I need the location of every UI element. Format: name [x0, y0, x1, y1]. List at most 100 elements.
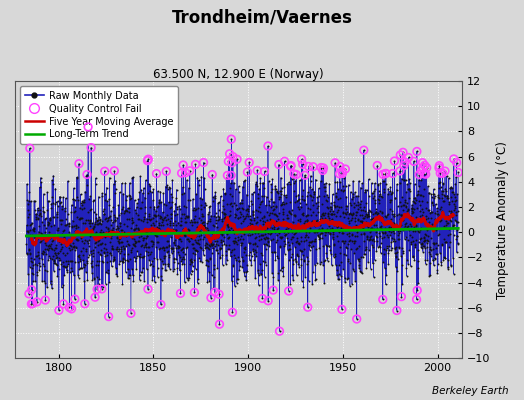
Point — [329, 208, 337, 214]
Point — [259, 218, 267, 224]
Point — [265, 243, 274, 250]
Point — [419, 164, 427, 171]
Point — [88, 263, 96, 270]
Point — [42, 251, 51, 258]
Point — [416, 208, 424, 214]
Point — [299, 161, 307, 168]
Point — [356, 218, 364, 225]
Point — [261, 202, 270, 208]
Point — [122, 197, 130, 203]
Point — [269, 287, 277, 293]
Point — [440, 198, 448, 204]
Point — [44, 243, 52, 249]
Point — [52, 245, 60, 251]
Point — [245, 240, 253, 246]
Point — [286, 246, 294, 252]
Point — [156, 188, 165, 195]
Point — [345, 225, 354, 232]
Point — [276, 266, 284, 273]
Point — [439, 188, 447, 194]
Point — [69, 244, 78, 250]
Point — [428, 200, 436, 206]
Point — [407, 241, 416, 248]
Point — [387, 216, 395, 223]
Point — [374, 210, 382, 216]
Point — [310, 191, 319, 198]
Point — [275, 161, 283, 168]
Point — [253, 243, 261, 250]
Point — [295, 264, 303, 270]
Point — [261, 218, 270, 225]
Point — [242, 269, 250, 275]
Point — [335, 171, 344, 177]
Point — [275, 220, 283, 226]
Point — [202, 224, 211, 231]
Point — [347, 217, 355, 223]
Point — [353, 316, 361, 322]
Point — [420, 170, 428, 177]
Point — [155, 200, 163, 206]
Point — [133, 253, 141, 259]
Point — [128, 266, 136, 272]
Point — [30, 233, 38, 239]
Point — [112, 185, 120, 192]
Point — [256, 175, 265, 181]
Point — [148, 242, 157, 249]
Point — [238, 258, 247, 264]
Point — [440, 225, 449, 232]
Point — [392, 186, 401, 193]
Point — [268, 176, 277, 182]
Point — [34, 215, 42, 221]
Point — [424, 238, 432, 244]
Point — [370, 188, 378, 194]
Point — [367, 209, 376, 215]
Point — [227, 200, 236, 206]
Point — [244, 228, 253, 234]
Point — [304, 205, 312, 211]
Point — [352, 212, 361, 218]
Point — [394, 256, 402, 262]
Point — [280, 184, 289, 190]
Point — [222, 248, 230, 254]
Point — [220, 206, 228, 212]
Point — [250, 234, 259, 241]
Point — [244, 213, 252, 220]
Point — [405, 227, 413, 233]
Point — [165, 199, 173, 205]
Point — [354, 243, 363, 250]
Point — [411, 200, 419, 206]
Point — [410, 199, 418, 206]
Point — [186, 256, 194, 263]
Point — [433, 208, 441, 214]
Point — [30, 235, 39, 242]
Point — [28, 270, 36, 276]
Point — [343, 203, 351, 210]
Point — [430, 186, 438, 192]
Point — [173, 232, 181, 239]
Point — [48, 177, 56, 183]
Point — [147, 216, 155, 222]
Point — [282, 220, 290, 227]
Point — [251, 247, 259, 253]
Point — [63, 250, 71, 256]
Point — [264, 143, 272, 149]
Point — [180, 256, 189, 262]
Point — [137, 269, 145, 276]
Point — [123, 216, 132, 222]
Point — [86, 193, 94, 200]
Point — [185, 197, 194, 203]
Point — [79, 252, 87, 258]
Point — [398, 217, 407, 223]
Point — [277, 268, 286, 274]
Point — [364, 209, 373, 216]
Point — [285, 288, 293, 294]
Point — [281, 192, 290, 199]
Point — [330, 210, 339, 217]
Point — [185, 168, 194, 174]
Point — [421, 260, 430, 267]
Point — [421, 219, 429, 226]
Point — [213, 224, 221, 230]
Point — [191, 266, 200, 272]
Point — [122, 233, 130, 239]
Point — [136, 205, 144, 211]
